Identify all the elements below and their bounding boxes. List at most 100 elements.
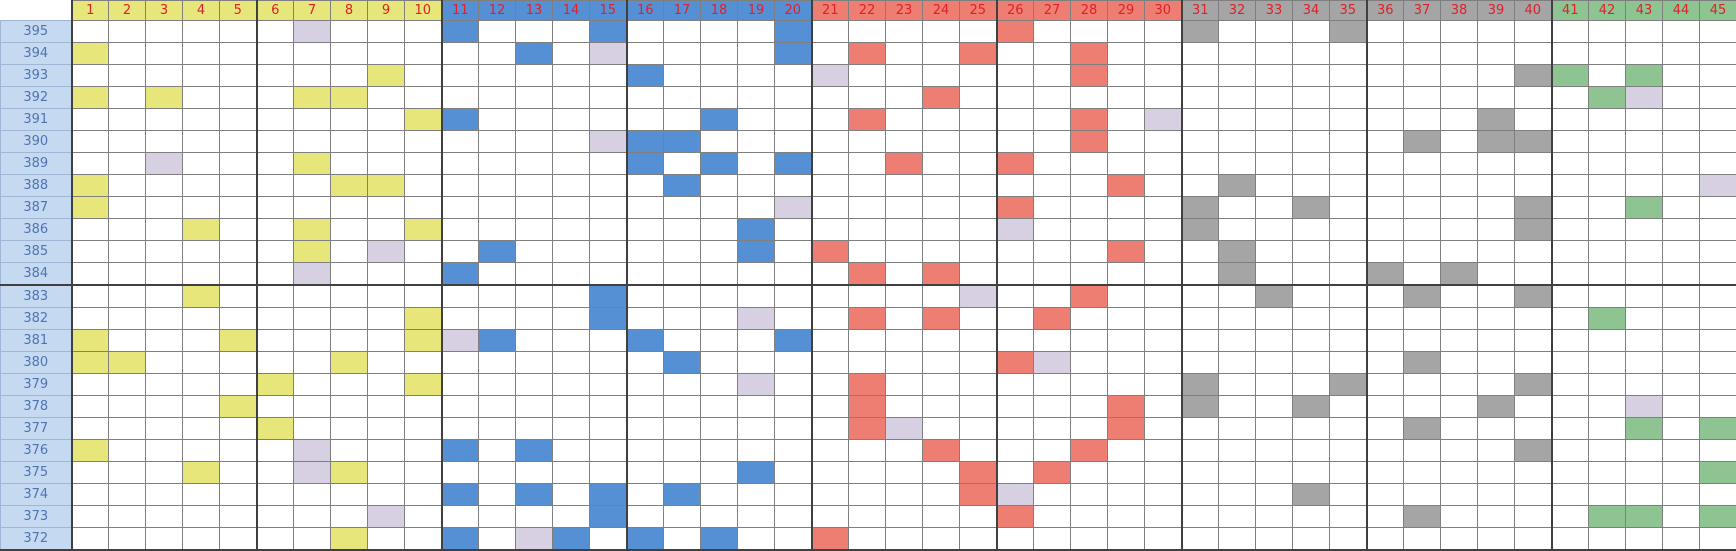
empty-cell <box>182 64 220 87</box>
hit-cell <box>1070 284 1108 308</box>
empty-cell <box>1255 174 1293 197</box>
empty-cell <box>293 395 331 418</box>
table-row: 377 <box>0 417 1736 440</box>
empty-cell <box>145 174 183 197</box>
hit-cell <box>922 307 960 330</box>
empty-cell <box>1477 505 1515 528</box>
empty-cell <box>1329 483 1367 506</box>
empty-cell <box>1625 284 1663 308</box>
empty-cell <box>145 42 183 65</box>
hit-cell <box>1180 20 1219 43</box>
empty-cell <box>700 351 738 374</box>
empty-cell <box>737 527 775 551</box>
empty-cell <box>700 64 738 87</box>
empty-cell <box>663 42 701 65</box>
empty-cell <box>145 130 183 153</box>
empty-cell <box>885 395 923 418</box>
empty-cell <box>182 42 220 65</box>
empty-cell <box>108 42 146 65</box>
empty-cell <box>1440 483 1478 506</box>
empty-cell <box>774 174 812 197</box>
empty-cell <box>1329 505 1367 528</box>
empty-cell <box>145 64 183 87</box>
empty-cell <box>1365 86 1404 109</box>
empty-cell <box>404 351 442 374</box>
period-label: 376 <box>0 439 72 462</box>
empty-cell <box>1292 461 1330 484</box>
empty-cell <box>1440 108 1478 131</box>
empty-cell <box>440 351 479 374</box>
empty-cell <box>1180 152 1219 175</box>
empty-cell <box>995 307 1034 330</box>
empty-cell <box>330 64 368 87</box>
empty-cell <box>663 108 701 131</box>
empty-cell <box>589 439 627 462</box>
hit-cell <box>774 20 812 43</box>
empty-cell <box>478 20 516 43</box>
empty-cell <box>995 262 1034 286</box>
empty-cell <box>1329 240 1367 263</box>
empty-cell <box>589 86 627 109</box>
column-header-3: 3 <box>145 0 183 21</box>
hit-cell <box>219 395 257 418</box>
empty-cell <box>922 64 960 87</box>
empty-cell <box>1107 20 1145 43</box>
empty-cell <box>810 439 849 462</box>
hit-cell <box>1070 42 1108 65</box>
empty-cell <box>478 174 516 197</box>
empty-cell <box>145 351 183 374</box>
column-header-27: 27 <box>1033 0 1071 21</box>
empty-cell <box>1588 196 1626 219</box>
hit-cell <box>440 483 479 506</box>
empty-cell <box>404 284 442 308</box>
empty-cell <box>367 351 405 374</box>
empty-cell <box>1550 351 1589 374</box>
hit-cell <box>1514 196 1552 219</box>
column-header-9: 9 <box>367 0 405 21</box>
empty-cell <box>959 108 997 131</box>
table-row: 389 <box>0 152 1736 175</box>
column-header-39: 39 <box>1477 0 1515 21</box>
hit-cell <box>737 218 775 241</box>
empty-cell <box>1144 64 1182 87</box>
empty-cell <box>219 483 257 506</box>
empty-cell <box>1218 527 1256 551</box>
empty-cell <box>255 262 294 286</box>
empty-cell <box>810 307 849 330</box>
empty-cell <box>293 174 331 197</box>
empty-cell <box>1662 218 1700 241</box>
empty-cell <box>1218 130 1256 153</box>
empty-cell <box>70 240 109 263</box>
empty-cell <box>1255 527 1293 551</box>
empty-cell <box>774 439 812 462</box>
empty-cell <box>1033 262 1071 286</box>
empty-cell <box>515 196 553 219</box>
empty-cell <box>108 417 146 440</box>
empty-cell <box>367 42 405 65</box>
empty-cell <box>440 174 479 197</box>
empty-cell <box>625 284 664 308</box>
empty-cell <box>1365 130 1404 153</box>
hit-cell <box>625 130 664 153</box>
empty-cell <box>219 351 257 374</box>
empty-cell <box>108 262 146 286</box>
empty-cell <box>182 240 220 263</box>
empty-cell <box>367 373 405 396</box>
empty-cell <box>1477 417 1515 440</box>
empty-cell <box>145 483 183 506</box>
empty-cell <box>478 262 516 286</box>
empty-cell <box>1329 527 1367 551</box>
empty-cell <box>367 395 405 418</box>
empty-cell <box>1440 284 1478 308</box>
empty-cell <box>1255 461 1293 484</box>
empty-cell <box>1218 64 1256 87</box>
empty-cell <box>885 240 923 263</box>
empty-cell <box>1662 240 1700 263</box>
empty-cell <box>182 329 220 352</box>
empty-cell <box>108 196 146 219</box>
hit-cell <box>700 527 738 551</box>
column-header-21: 21 <box>810 0 849 21</box>
empty-cell <box>1107 329 1145 352</box>
empty-cell <box>1477 483 1515 506</box>
empty-cell <box>885 461 923 484</box>
